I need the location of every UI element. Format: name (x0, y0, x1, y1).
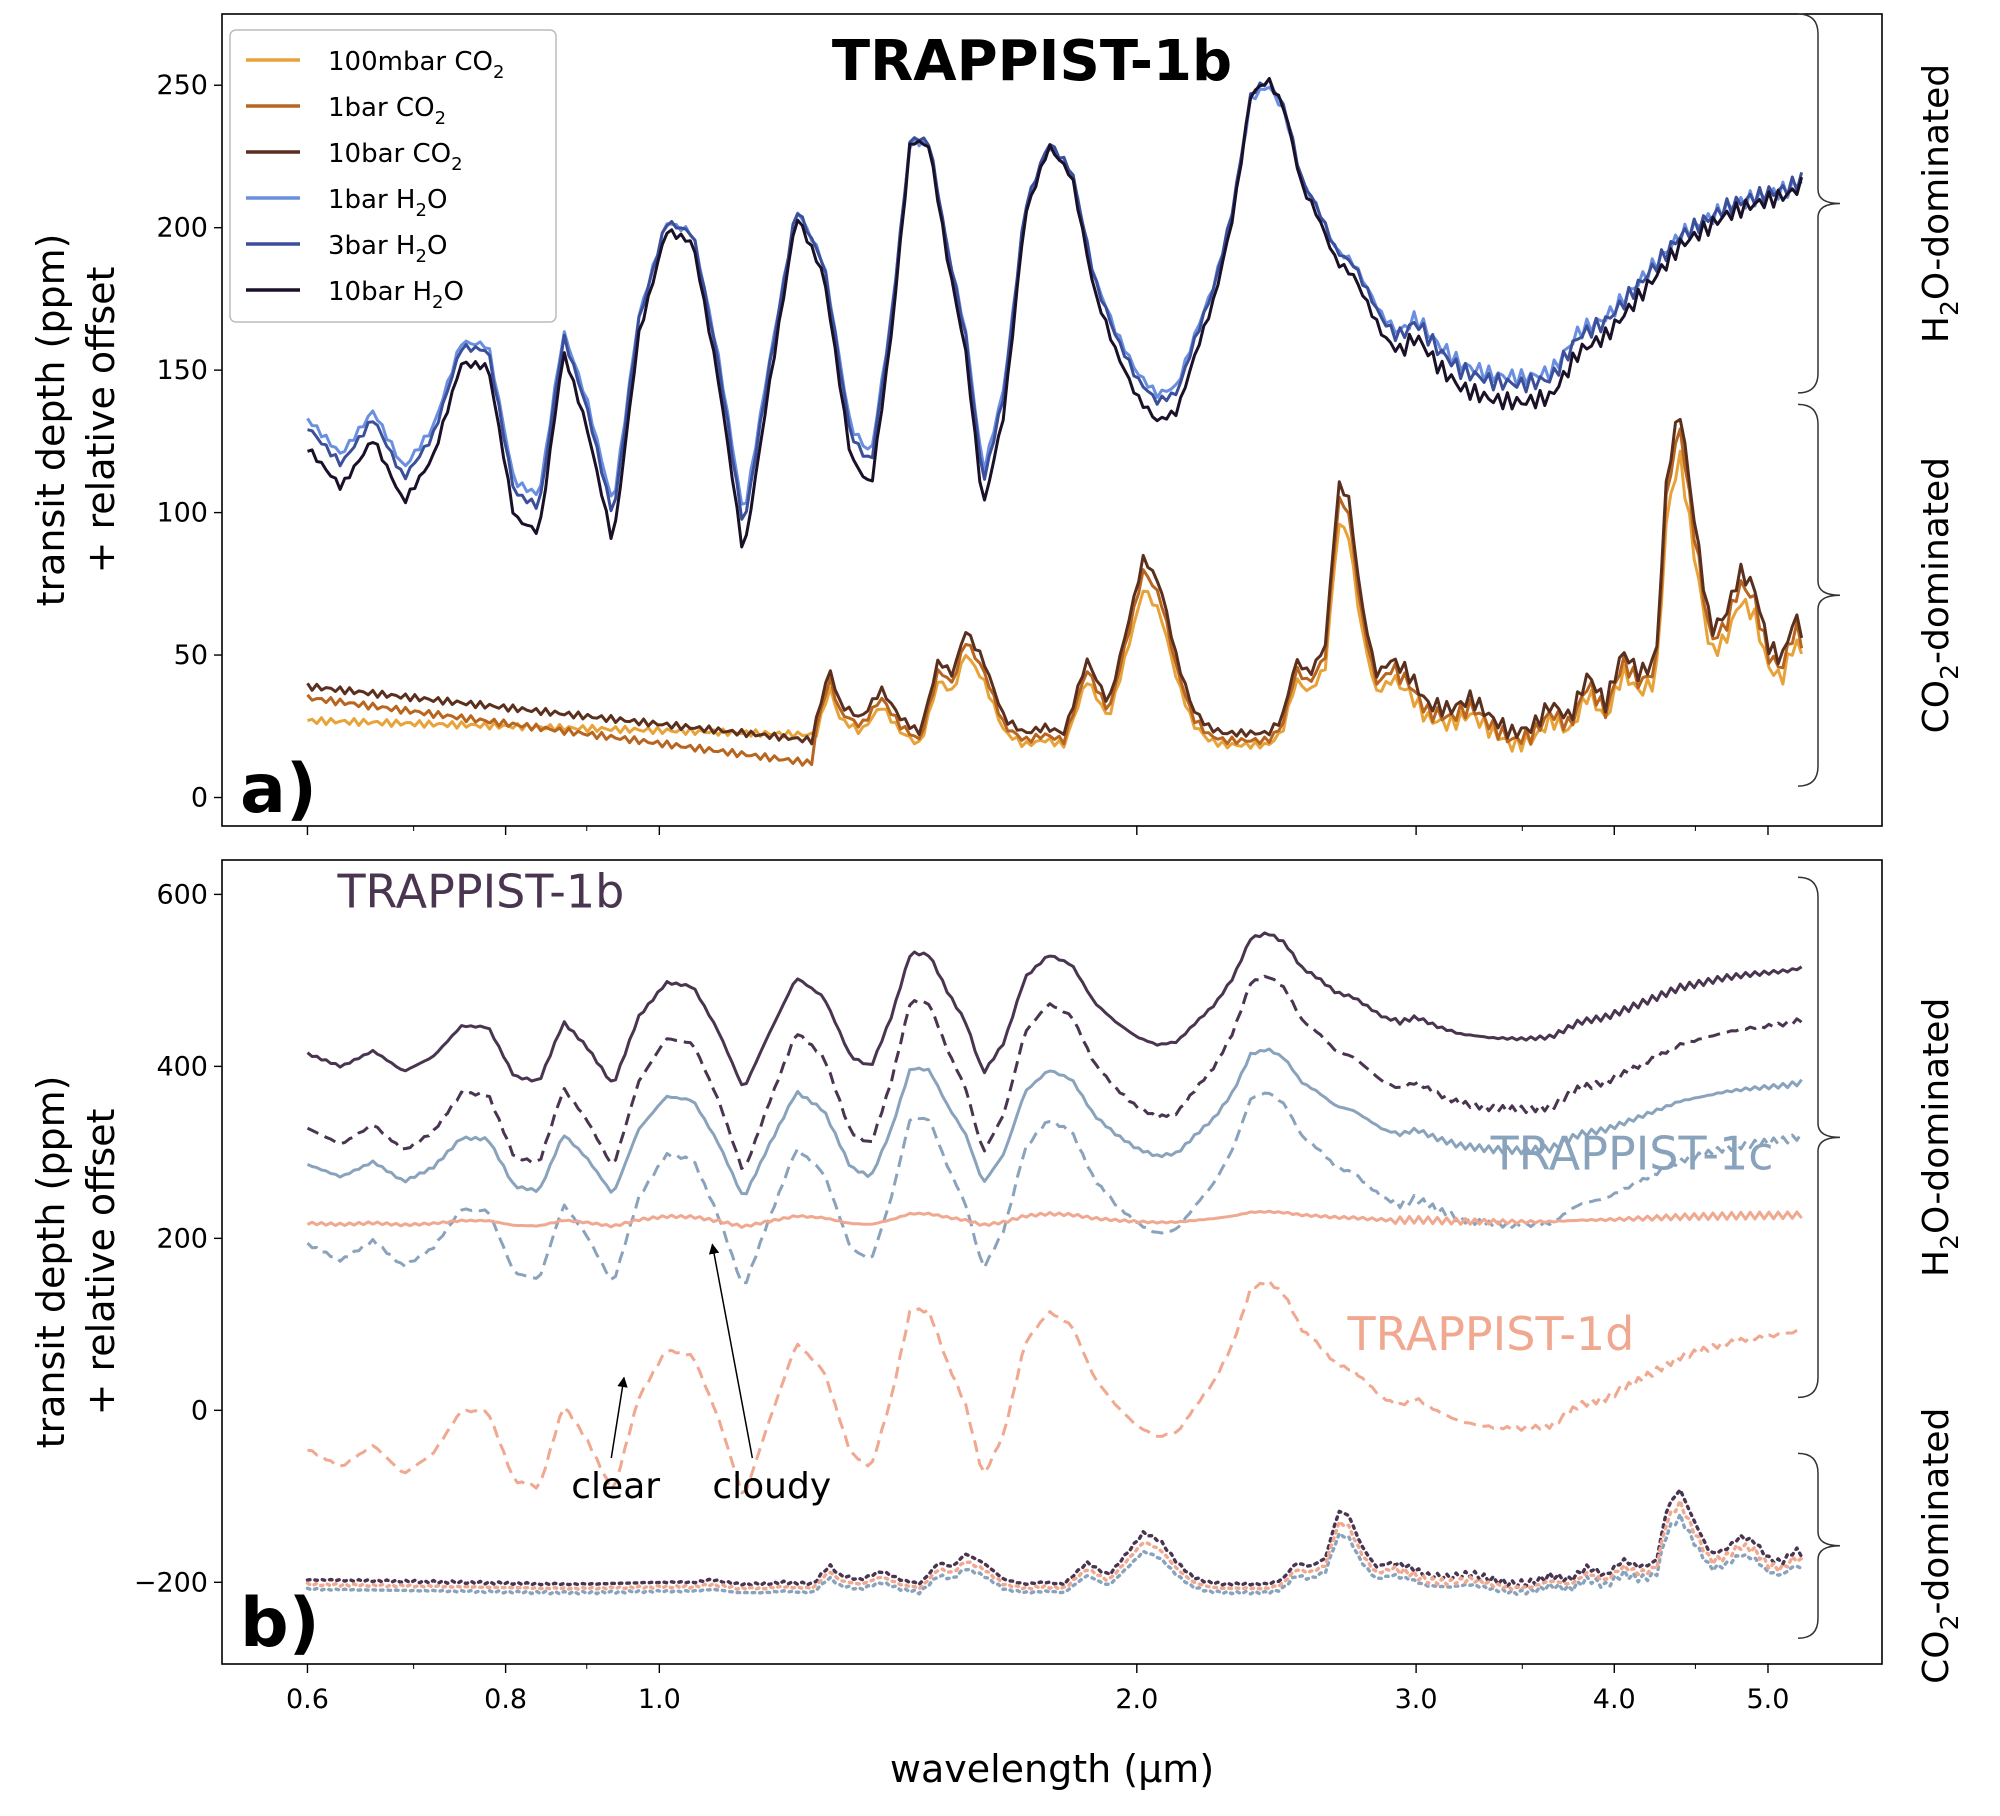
panel-b-ytick-label: 0 (191, 1395, 208, 1426)
annotation-label: clear (571, 1466, 660, 1507)
series-line-5 (307, 77, 1804, 521)
panel-a-title: TRAPPIST-1b (832, 29, 1232, 94)
panel-b-xtick-label: 1.0 (638, 1684, 681, 1715)
series-line-6 (307, 77, 1804, 549)
legend-box (229, 29, 557, 323)
series-line-d-solid (306, 1209, 1803, 1229)
legend-entry: 10bar H2O (328, 277, 464, 313)
panel-b-xtick-label: 0.8 (484, 1684, 527, 1715)
panel-b-xtick-label: 5.0 (1747, 1684, 1790, 1715)
legend-entry: 100mbar CO2 (328, 47, 504, 83)
panel-a-ytick-label: 50 (174, 640, 208, 671)
annotation-arrow (610, 1376, 628, 1459)
panel-a-frame (221, 13, 1883, 827)
planet-label: TRAPPIST-1c (1490, 1127, 1774, 1181)
series-line-b-dotted (305, 1488, 1804, 1589)
panel-b-ytick-label: −200 (134, 1567, 208, 1598)
group-brace (1797, 1452, 1841, 1639)
panel-b-ylabel-line2: + relative offset (79, 1109, 123, 1416)
series-line-c-dotted (305, 1512, 1804, 1597)
panel-b-plot-area (305, 931, 1804, 1597)
series-line-2 (306, 427, 1804, 767)
legend-entry: 1bar CO2 (328, 93, 446, 129)
annotation-arrow (708, 1243, 754, 1459)
panel-a-legend: 100mbar CO2 1bar CO2 10bar CO2 1bar H2O 3bar… (229, 29, 557, 323)
panel-a-plot-area (306, 77, 1804, 767)
planet-label: TRAPPIST-1b (336, 864, 624, 918)
panel-b-label: b) (240, 1584, 320, 1663)
panel-b-ytick-label: 600 (156, 879, 208, 910)
panel-b-xtick-label: 4.0 (1593, 1684, 1636, 1715)
group-label: H2O-dominated (1916, 64, 1964, 343)
panel-b-ylabel-line1: transit depth (ppm) (29, 1076, 73, 1449)
legend-entry: 1bar H2O (328, 185, 447, 221)
series-line-b-solid (306, 931, 1803, 1087)
panel-b-ytick-label: 200 (156, 1223, 208, 1254)
panel-a-label: a) (240, 750, 317, 829)
group-label: H2O-dominated (1916, 998, 1964, 1277)
panel-a-ytick-label: 100 (156, 498, 208, 529)
panel-a-x-ticks (306, 826, 1769, 835)
panel-a-ylabel-line2: + relative offset (79, 267, 123, 574)
group-label: CO2-dominated (1916, 1408, 1964, 1684)
group-label: CO2-dominated (1916, 457, 1964, 733)
panel-b-frame (221, 859, 1883, 1665)
panel-b-annotations: clear cloudy (571, 1243, 831, 1507)
panel-a-group-labels: H2O-dominated CO2-dominated (1797, 13, 1964, 787)
group-brace (1797, 403, 1841, 787)
x-axis-label: wavelength (μm) (890, 1747, 1214, 1791)
group-brace (1797, 13, 1841, 394)
series-line-d-dotted (305, 1498, 1804, 1592)
panel-b-xtick-label: 3.0 (1395, 1684, 1438, 1715)
legend-entry: 10bar CO2 (328, 139, 463, 175)
panel-a-ylabel-line1: transit depth (ppm) (29, 234, 73, 607)
annotation-label: cloudy (712, 1466, 831, 1507)
series-line-b-dashed (306, 974, 1803, 1170)
series-line-3 (306, 417, 1804, 746)
series-line-c-dashed (306, 1091, 1803, 1285)
panel-b-xtick-label: 2.0 (1115, 1684, 1158, 1715)
panel-b-xtick-label: 0.6 (286, 1684, 329, 1715)
panel-b-planet-labels: TRAPPIST-1b TRAPPIST-1c TRAPPIST-1d (336, 864, 1773, 1361)
legend-entry: 3bar H2O (328, 231, 447, 267)
planet-label: TRAPPIST-1d (1347, 1307, 1635, 1361)
panel-b-x-ticks: 0.6 0.8 1.0 2.0 3.0 4.0 5.0 (286, 1664, 1789, 1715)
panel-b-group-labels: H2O-dominated CO2-dominated (1797, 876, 1964, 1684)
panel-a-ytick-label: 200 (156, 213, 208, 244)
panel-a: 0 50 100 150 200 250 TRAPPIST-1b a) 100mbar C… (29, 13, 1964, 835)
series-line-d-dashed (307, 1279, 1802, 1495)
panel-a-y-ticks: 0 50 100 150 200 250 (156, 70, 222, 814)
panel-b-y-ticks: −200 0 200 400 600 (134, 879, 222, 1598)
panel-a-ytick-label: 150 (156, 355, 208, 386)
panel-a-ytick-label: 0 (191, 783, 208, 814)
group-brace (1797, 876, 1841, 1399)
panel-b-ytick-label: 400 (156, 1051, 208, 1082)
panel-a-ytick-label: 250 (156, 70, 208, 101)
series-line-c-solid (306, 1047, 1803, 1196)
